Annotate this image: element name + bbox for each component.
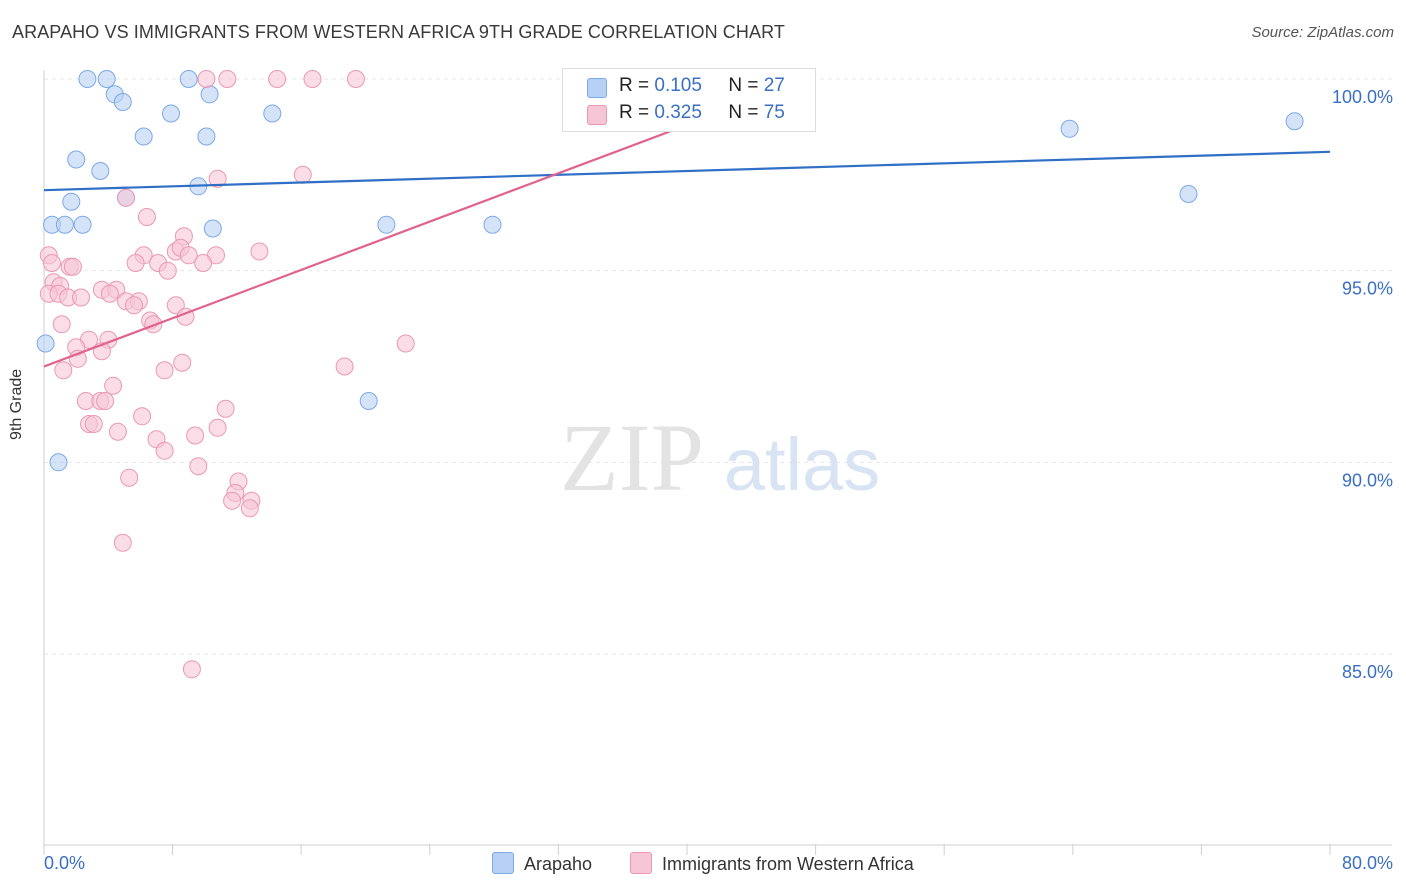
arapaho-point xyxy=(67,150,86,169)
arapaho-point xyxy=(179,70,198,88)
x-tick-label: 0.0% xyxy=(44,853,85,873)
legend-item-arapaho[interactable]: Arapaho xyxy=(492,852,592,875)
western-africa-point xyxy=(197,70,216,88)
arapaho-point xyxy=(62,192,81,211)
chart-title: ARAPAHO VS IMMIGRANTS FROM WESTERN AFRIC… xyxy=(12,22,785,42)
western-africa-point xyxy=(216,399,235,418)
arapaho-point xyxy=(78,70,97,88)
western-africa-point xyxy=(155,441,174,460)
western-africa-point xyxy=(120,468,139,487)
western-africa-point xyxy=(303,70,322,88)
arapaho-point xyxy=(97,70,116,88)
n-value-arapaho: 27 xyxy=(763,75,785,96)
trend-lines xyxy=(43,123,1331,368)
western-africa-point xyxy=(72,288,90,307)
axes xyxy=(43,70,1392,855)
arapaho-point xyxy=(263,104,282,123)
western-africa-point xyxy=(186,426,205,445)
western-africa-point xyxy=(218,70,237,88)
western-africa-point xyxy=(126,254,145,272)
western-africa-point xyxy=(54,361,73,380)
western-africa-point xyxy=(240,499,259,518)
western-africa-point xyxy=(293,165,312,184)
western-africa-point xyxy=(125,296,143,315)
r-label: R = xyxy=(619,75,650,96)
western-africa-swatch xyxy=(587,105,607,125)
western-africa-point xyxy=(396,334,415,353)
n-value-western-africa: 75 xyxy=(763,102,785,123)
western-africa-trend-line xyxy=(43,123,688,368)
arapaho-point xyxy=(1179,185,1198,203)
western-africa-point xyxy=(43,254,61,272)
western-africa-legend-swatch xyxy=(630,852,652,874)
western-africa-point xyxy=(100,284,119,303)
arapaho-point xyxy=(359,392,378,410)
arapaho-point xyxy=(1285,112,1304,131)
gridlines xyxy=(44,78,1392,655)
western-africa-point xyxy=(268,70,287,88)
arapaho-legend-label: Arapaho xyxy=(524,854,593,874)
arapaho-point xyxy=(113,93,132,111)
western-africa-legend-label: Immigrants from Western Africa xyxy=(662,854,914,874)
data-points xyxy=(36,70,1304,679)
western-africa-point xyxy=(133,407,152,426)
western-africa-point xyxy=(250,242,269,261)
western-africa-point xyxy=(166,296,185,315)
arapaho-point xyxy=(197,127,216,146)
western-africa-point xyxy=(108,422,127,441)
x-tick-label: 80.0% xyxy=(1342,853,1393,873)
western-africa-point xyxy=(158,261,177,280)
arapaho-point xyxy=(203,219,222,238)
western-africa-point xyxy=(179,246,198,265)
tick-labels: 85.0% 90.0% 95.0% 100.0% 0.0% 80.0% xyxy=(44,87,1393,873)
y-tick-label: 85.0% xyxy=(1342,662,1393,682)
arapaho-point xyxy=(1060,119,1079,138)
watermark-zip: ZIP xyxy=(560,404,704,511)
r-value-western-africa: 0.325 xyxy=(654,102,702,123)
western-africa-point xyxy=(104,376,123,395)
y-tick-label: 90.0% xyxy=(1342,470,1393,490)
r-value-arapaho: 0.105 xyxy=(654,75,702,96)
arapaho-trend-line xyxy=(43,150,1331,192)
western-africa-point xyxy=(194,254,213,272)
western-africa-point xyxy=(189,457,208,476)
arapaho-swatch xyxy=(587,78,607,98)
n-label: N = xyxy=(728,75,759,96)
arapaho-point xyxy=(377,215,396,234)
western-africa-point xyxy=(63,257,82,276)
r-label: R = xyxy=(619,102,650,123)
arapaho-point xyxy=(36,334,55,353)
y-tick-label: 100.0% xyxy=(1332,87,1393,107)
western-africa-point xyxy=(84,415,103,433)
arapaho-point xyxy=(91,162,110,180)
western-africa-point xyxy=(117,188,135,207)
arapaho-point xyxy=(200,85,219,104)
western-africa-point xyxy=(208,418,227,437)
arapaho-point xyxy=(73,215,92,234)
watermark-atlas: atlas xyxy=(724,423,880,506)
n-label: N = xyxy=(728,102,759,123)
y-tick-label: 95.0% xyxy=(1342,279,1393,299)
western-africa-point xyxy=(155,361,174,380)
western-africa-point xyxy=(208,169,227,188)
western-africa-point xyxy=(182,660,201,679)
arapaho-point xyxy=(134,127,153,146)
western-africa-point xyxy=(52,315,71,334)
arapaho-point xyxy=(483,215,502,234)
western-africa-point xyxy=(113,533,132,552)
stats-legend: R = 0.105 N = 27 R = 0.325 N = 75 xyxy=(562,68,816,132)
arapaho-point xyxy=(55,215,74,234)
source-note: Source: ZipAtlas.com xyxy=(1251,24,1394,41)
western-africa-point xyxy=(335,357,354,376)
legend-item-western-africa[interactable]: Immigrants from Western Africa xyxy=(630,852,914,875)
western-africa-point xyxy=(137,208,156,226)
arapaho-legend-swatch xyxy=(492,852,514,874)
western-africa-point xyxy=(346,70,365,88)
arapaho-point xyxy=(49,453,68,472)
western-africa-point xyxy=(223,491,242,510)
western-africa-point xyxy=(96,392,115,410)
western-africa-point xyxy=(173,353,192,372)
arapaho-point xyxy=(162,104,180,123)
